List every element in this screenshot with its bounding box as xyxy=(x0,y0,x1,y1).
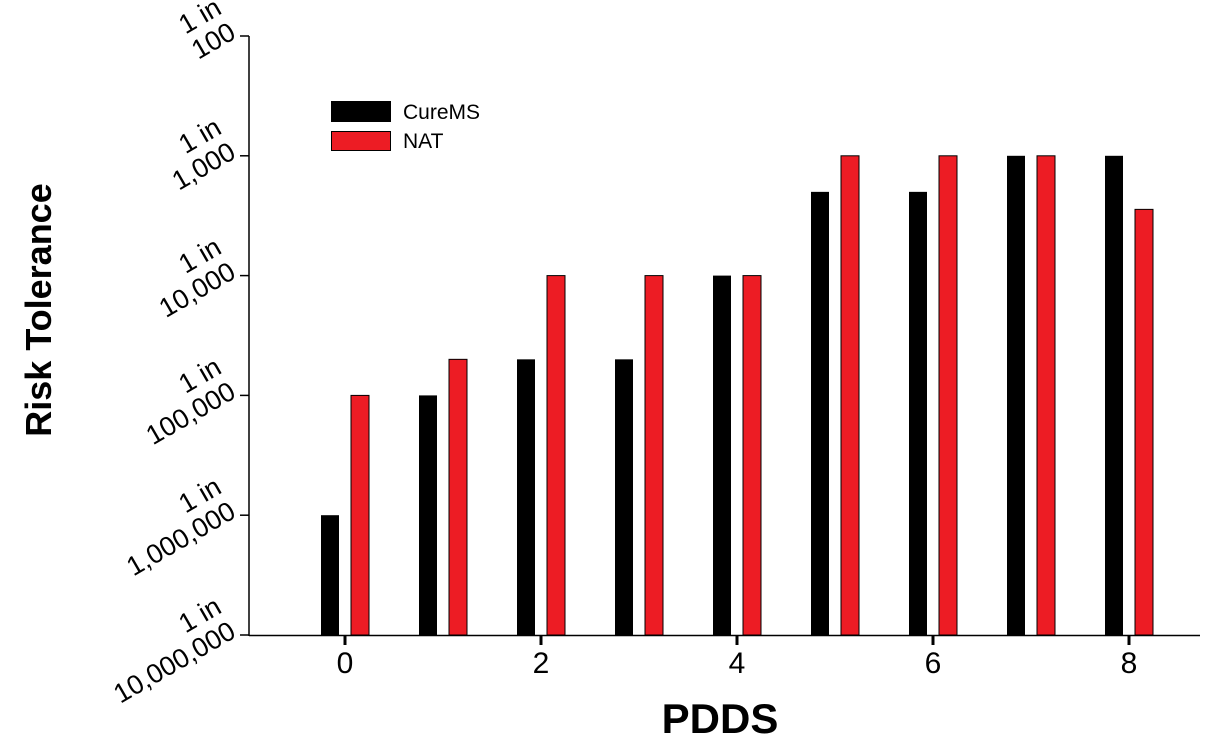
bar-nat-0 xyxy=(350,394,370,636)
y-tick-label: 1 in10,000 xyxy=(140,232,241,324)
bar-nat-2 xyxy=(546,275,566,636)
bar-nat-1 xyxy=(448,358,468,636)
legend-swatch-nat xyxy=(331,131,391,151)
x-tick-label: 6 xyxy=(925,647,942,680)
bar-curems-4 xyxy=(713,275,731,635)
x-tick-label: 4 xyxy=(729,647,746,680)
bar-curems-7 xyxy=(1007,155,1025,636)
bars-group xyxy=(321,155,1154,636)
bar-nat-3 xyxy=(644,275,664,636)
x-tick-label: 2 xyxy=(533,647,550,680)
bar-curems-3 xyxy=(615,359,633,635)
y-tick-label: 1 in100,000 xyxy=(127,351,241,450)
bar-nat-4 xyxy=(742,275,762,636)
y-tick-label: 1 in1,000,000 xyxy=(107,471,240,582)
y-tick-label: 1 in100 xyxy=(172,0,240,65)
bar-curems-8 xyxy=(1105,155,1123,636)
y-axis-title: Risk Tolerance xyxy=(18,183,59,436)
bar-curems-1 xyxy=(419,395,437,635)
y-tick-label: 1 in1,000 xyxy=(153,112,241,196)
x-tick-label: 8 xyxy=(1121,647,1138,680)
legend-label-nat: NAT xyxy=(403,130,444,153)
legend-label-curems: CureMS xyxy=(403,101,480,124)
bar-curems-2 xyxy=(517,359,535,635)
legend-swatch-curems xyxy=(331,101,391,122)
bar-nat-7 xyxy=(1036,155,1056,636)
y-tick-label: 1 in10,000,000 xyxy=(94,591,240,709)
legend: CureMS NAT xyxy=(331,101,480,153)
x-axis-title: PDDS xyxy=(662,695,779,739)
bar-curems-0 xyxy=(321,515,339,635)
bar-nat-5 xyxy=(840,155,860,636)
bar-curems-6 xyxy=(909,191,927,635)
bar-nat-6 xyxy=(938,155,958,636)
x-tick-label: 0 xyxy=(337,647,354,680)
bar-curems-5 xyxy=(811,191,829,635)
y-tick-label-line2: 1,000,000 xyxy=(121,496,240,582)
y-tick-label-line2: 10,000,000 xyxy=(108,616,240,710)
bar-nat-8 xyxy=(1134,208,1154,636)
x-ticks-group: 0 2 4 6 8 xyxy=(337,636,1138,680)
